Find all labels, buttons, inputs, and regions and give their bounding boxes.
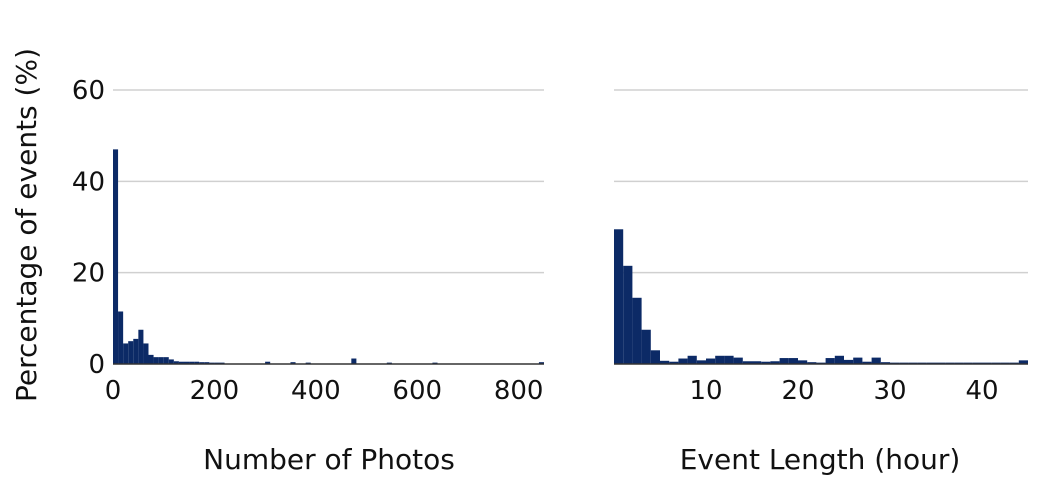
photos-x-tick-label: 400 [291,376,341,406]
photos-bar [143,343,149,364]
event-length-bar [650,350,660,364]
event-length-bar [844,359,854,364]
photos-bar [189,361,195,364]
photos-x-tick-label: 0 [105,376,122,406]
photos-bar [199,362,205,364]
event-length-bar [669,361,679,364]
photos-bar [204,362,210,364]
event-length-bar [614,229,624,364]
event-length-bar [862,361,872,364]
event-length-bar [880,362,890,364]
photos-x-axis-title: Number of Photos [203,443,455,476]
photos-bar [113,149,119,364]
photos-bar [158,357,164,364]
photos-y-tick-label: 0 [88,350,105,380]
photos-y-tick-label: 60 [72,76,105,106]
photos-bar [351,358,357,364]
photos-bar [123,343,129,364]
event-length-bar [715,355,725,364]
event-length-bar [742,361,752,364]
event-length-x-tick-label: 30 [873,376,906,406]
event-length-bar [641,329,651,364]
y-axis-title: Percentage of events (%) [10,48,43,402]
event-length-x-tick-label: 10 [689,376,722,406]
event-length-bar [687,355,697,364]
photos-bar [538,362,544,364]
photos-bar [133,338,139,364]
event-length-bar [660,360,670,364]
photos-bar [138,329,144,364]
event-length-panel: 10 20 30 40 [614,89,1028,406]
photos-bar [265,361,271,364]
event-length-bar [834,355,844,364]
photos-bar [168,359,174,364]
event-length-bar [807,362,817,364]
photos-x-tick-label: 200 [190,376,240,406]
photos-bar [153,357,159,364]
photos-bar [148,354,154,364]
photos-bar [118,311,124,364]
event-length-bar [752,361,762,364]
event-length-bar [779,358,789,364]
event-length-bar [724,355,734,364]
event-length-x-tick-label: 40 [965,376,998,406]
event-length-bar [678,358,688,364]
event-length-bar [706,358,716,364]
photos-bar [173,361,179,364]
event-length-bar [788,358,798,364]
photos-bar [163,357,169,364]
photos-bar [194,361,200,364]
event-length-bar [770,361,780,364]
event-length-bar [632,297,642,364]
photos-bar [290,362,296,364]
event-length-x-axis-title: Event Length (hour) [680,443,961,476]
photos-bar [128,341,134,364]
event-length-bar [696,360,706,364]
photos-panel: 0 200 400 600 800 0 20 40 60 [72,76,544,406]
photos-x-tick-label: 600 [392,376,442,406]
event-length-bar [733,357,743,364]
event-length-bar [761,361,771,364]
photos-y-tick-label: 20 [72,259,105,289]
event-length-bar [825,358,835,364]
event-length-bar [798,360,808,364]
photos-bar [178,361,184,364]
photos-x-tick-label: 800 [494,376,544,406]
event-length-bar [871,357,881,364]
photos-bar [183,361,190,364]
event-length-x-tick-label: 20 [781,376,814,406]
photos-y-tick-label: 40 [72,167,105,197]
event-length-bar [1018,360,1028,364]
event-length-bar [623,265,633,364]
event-length-bar [853,357,863,364]
